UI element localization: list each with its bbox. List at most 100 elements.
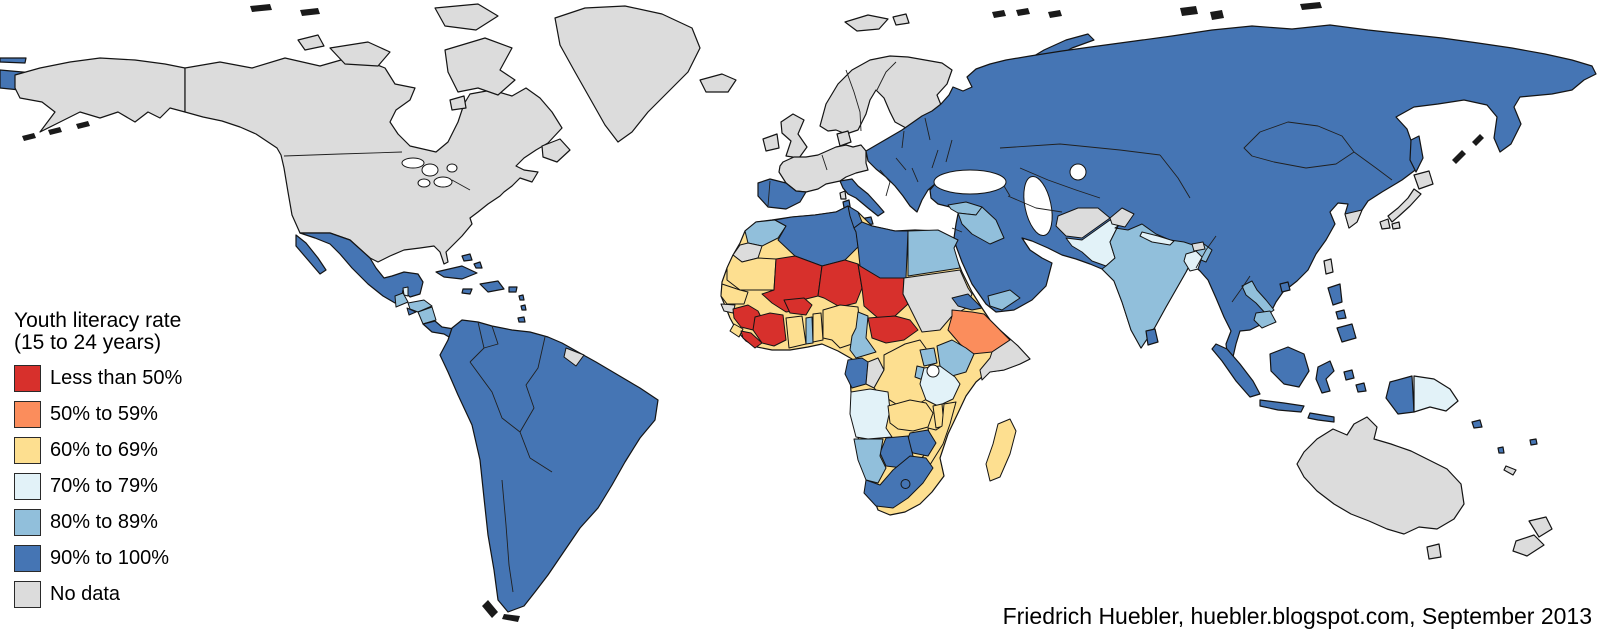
region-laos — [1241, 280, 1275, 316]
legend-title-line1: Youth literacy rate — [14, 309, 182, 332]
region-cuba — [435, 265, 478, 280]
region-niger — [817, 259, 863, 308]
patagonia-fjords-icon — [482, 600, 520, 622]
lake-small-2 — [446, 163, 458, 173]
region-alaska — [14, 57, 186, 133]
region-philippines-luzon — [1327, 283, 1343, 306]
region-senegal-gambia — [720, 283, 749, 305]
region-new-caledonia — [1503, 465, 1517, 476]
region-sri-lanka — [1145, 328, 1159, 346]
legend-label: No data — [50, 583, 121, 606]
europe-borders — [767, 61, 953, 207]
region-lesser-sunda — [1307, 412, 1335, 423]
lake-superior — [401, 157, 425, 169]
region-solomon-islands — [1471, 419, 1483, 429]
legend-row: 80% to 89% — [14, 509, 182, 537]
region-japan-kyushu — [1379, 218, 1401, 230]
region-baja-california — [295, 234, 327, 275]
region-namibia — [853, 438, 887, 484]
region-philippines-mindanao — [1336, 323, 1357, 343]
great-lakes — [401, 157, 458, 188]
region-vanuatu — [1497, 446, 1505, 454]
region-borneo — [1269, 346, 1310, 388]
legend-row: No data — [14, 581, 182, 609]
region-afghanistan — [1055, 207, 1111, 239]
border-us-canada — [283, 151, 403, 157]
region-japan-honshu — [1387, 188, 1422, 223]
kuril-islets-icon — [1452, 134, 1484, 164]
legend-row: Less than 50% — [14, 365, 182, 393]
region-corsica — [839, 190, 847, 200]
region-guatemala — [394, 292, 409, 308]
region-nepal — [1139, 231, 1175, 246]
region-hispaniola — [479, 280, 505, 293]
region-australia — [1296, 416, 1465, 535]
region-southampton-island — [449, 95, 467, 111]
region-cambodia — [1253, 310, 1277, 329]
legend-rows: Less than 50% 50% to 59% 60% to 69% 70% to … — [14, 365, 182, 609]
region-tasmania — [1426, 543, 1442, 560]
region-fiji — [1529, 438, 1538, 446]
legend-label: Less than 50% — [50, 367, 183, 390]
region-yemen — [987, 289, 1021, 311]
legend: Youth literacy rate (15 to 24 years) Less… — [14, 309, 182, 617]
aleutian-islets-icon — [22, 121, 90, 141]
region-west-new-guinea — [1385, 375, 1415, 415]
legend-row: 50% to 59% — [14, 401, 182, 429]
region-eurasia — [865, 24, 1597, 372]
legend-row: 70% to 79% — [14, 473, 182, 501]
region-ghana — [785, 315, 807, 349]
region-iraq — [957, 206, 1005, 245]
legend-swatch-lt50 — [14, 365, 41, 393]
region-puerto-rico — [508, 286, 518, 293]
region-belize — [402, 286, 409, 297]
region-sumatra — [1211, 343, 1261, 398]
black-sea — [933, 169, 1007, 195]
legend-row: 60% to 69% — [14, 437, 182, 465]
region-lesotho — [900, 479, 911, 489]
aral-sea — [1069, 163, 1087, 181]
region-sierra-leone — [729, 323, 744, 338]
region-greenland — [554, 5, 701, 143]
region-taiwan — [1323, 258, 1334, 275]
border-us-canada-east — [451, 179, 471, 191]
legend-swatch-no_data — [14, 581, 41, 609]
legend-label: 80% to 89% — [50, 511, 158, 534]
region-sulawesi — [1315, 360, 1335, 394]
region-egypt — [907, 229, 961, 277]
region-philippines-visayas — [1335, 309, 1347, 320]
region-newfoundland — [541, 138, 571, 163]
region-chukotka-dash — [0, 57, 27, 64]
region-south-america — [439, 319, 659, 613]
region-uganda — [919, 347, 938, 367]
region-burkina-faso — [783, 297, 813, 316]
region-cameroon — [849, 311, 877, 359]
region-java — [1259, 399, 1305, 413]
region-denmark — [836, 130, 852, 147]
lake-victoria — [926, 364, 940, 378]
legend-swatch-80to89 — [14, 509, 41, 537]
legend-title: Youth literacy rate (15 to 24 years) — [14, 309, 182, 355]
region-banks-island — [297, 34, 325, 51]
region-cote-divoire — [752, 312, 787, 347]
region-south-africa — [863, 455, 934, 509]
region-baffin-island — [444, 37, 516, 96]
region-nicaragua — [417, 306, 437, 325]
severnaya-islets-icon — [1180, 2, 1322, 20]
region-victoria-island — [329, 41, 391, 67]
region-hainan — [1279, 281, 1291, 293]
legend-row: 90% to 100% — [14, 545, 182, 573]
legend-swatch-90to100 — [14, 545, 41, 573]
region-bahamas — [461, 253, 483, 269]
region-united-kingdom — [780, 113, 808, 159]
region-somalia — [979, 329, 1031, 381]
legend-swatch-60to69 — [14, 437, 41, 465]
region-french-guiana — [563, 347, 585, 367]
lake-small-1 — [417, 178, 431, 188]
region-togo — [805, 316, 814, 345]
region-papua-new-guinea — [1413, 375, 1459, 413]
arctic-coast-marks — [22, 2, 1484, 164]
region-el-salvador — [406, 307, 417, 316]
